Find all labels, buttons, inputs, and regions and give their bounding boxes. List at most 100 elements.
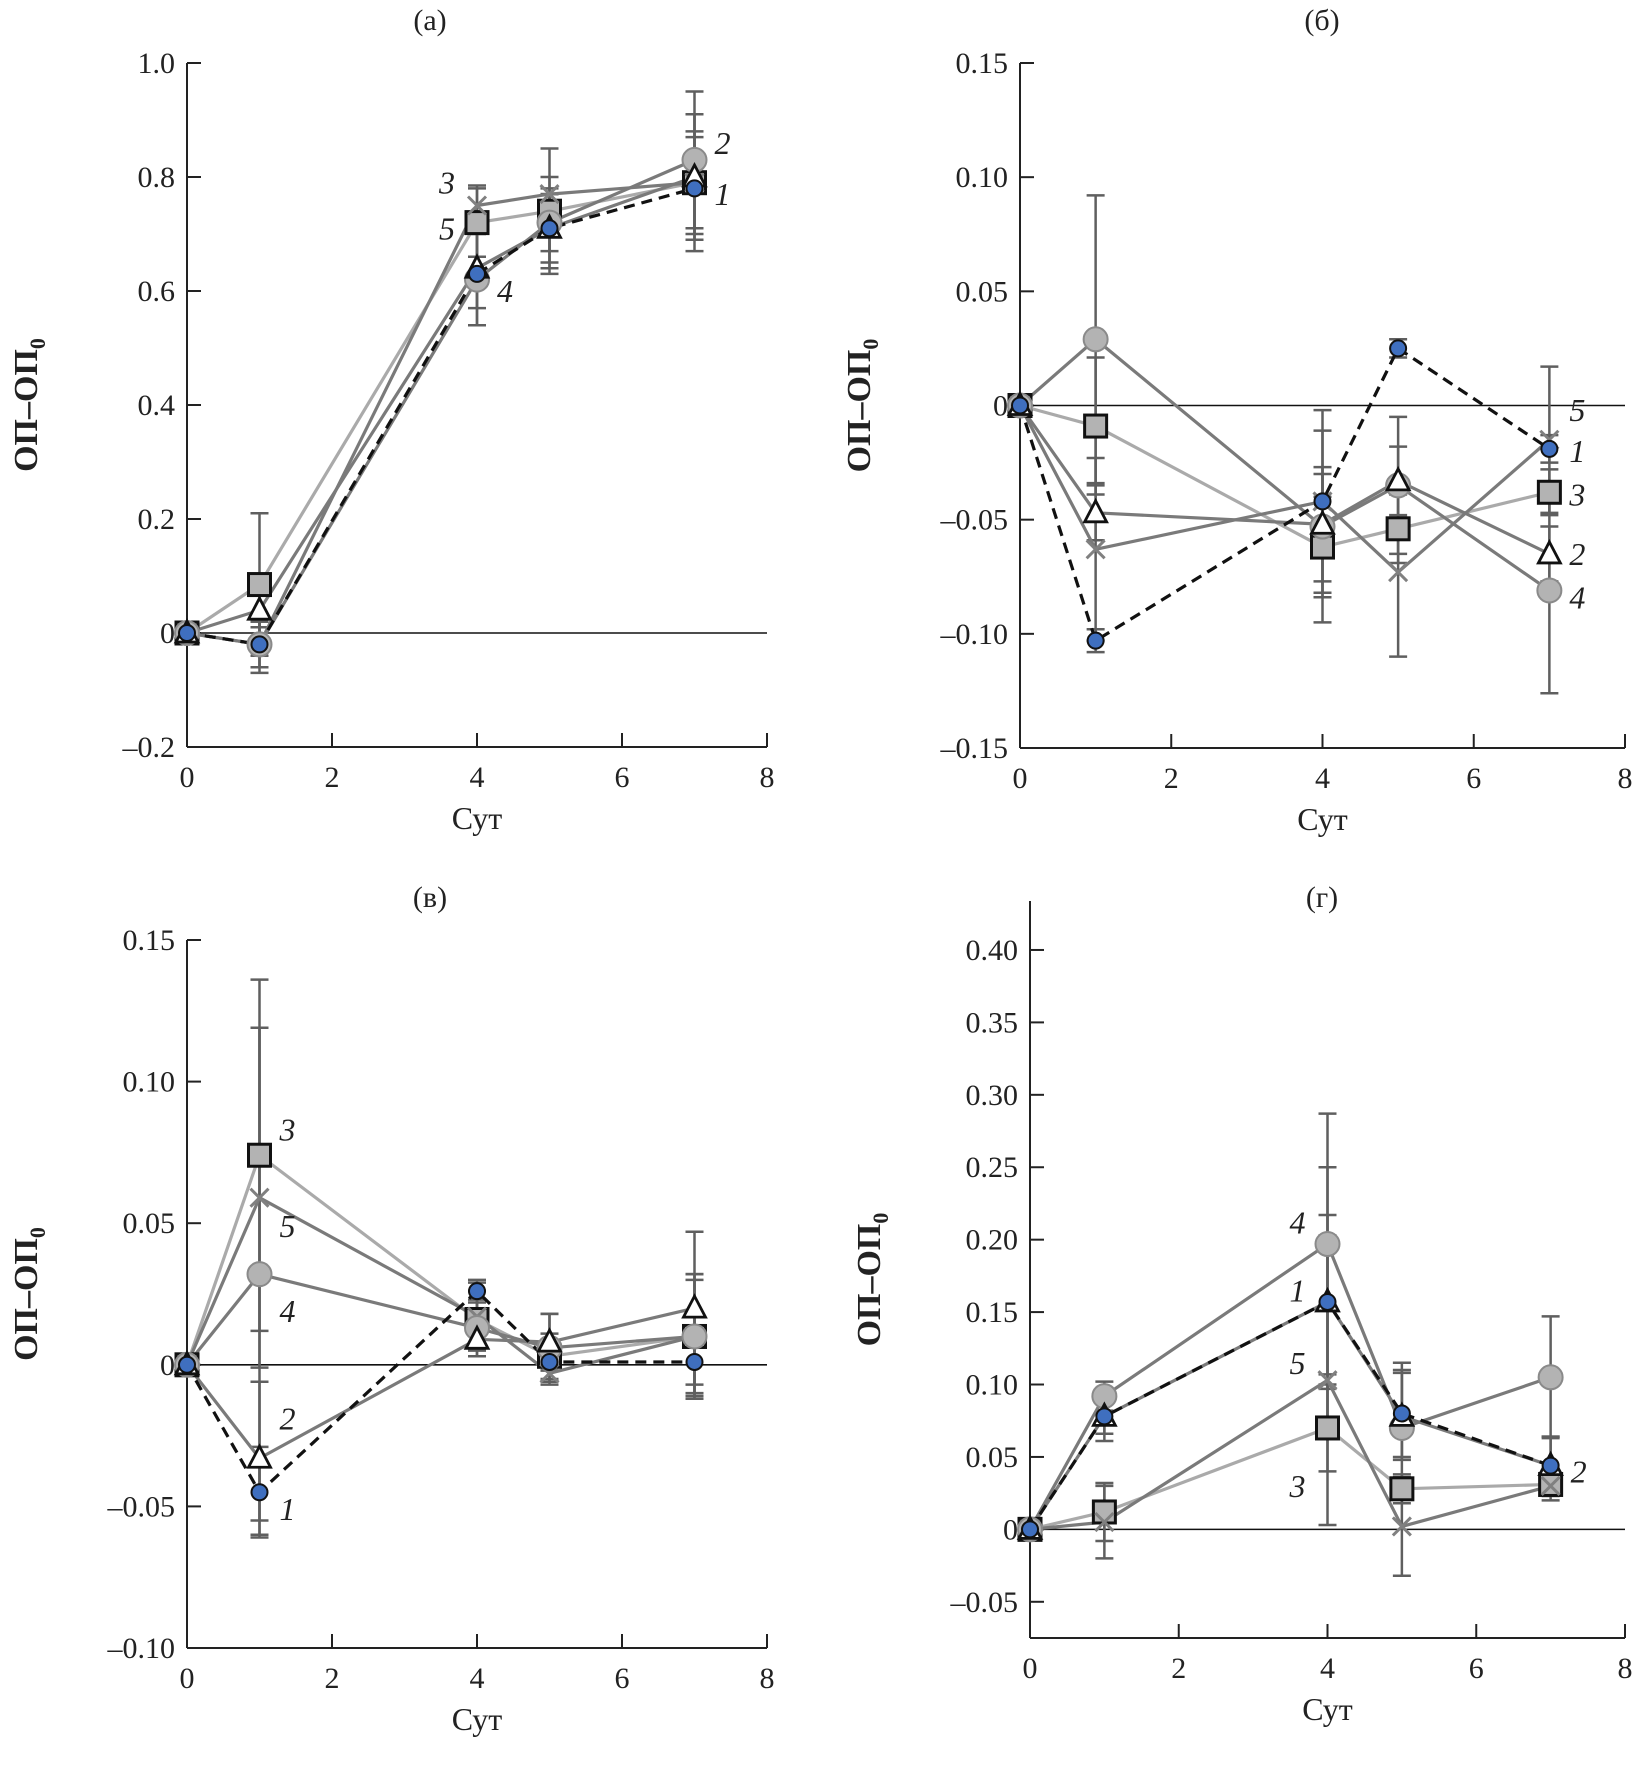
- x-tick-label: 2: [325, 761, 340, 794]
- series-number-label: 5: [1290, 1345, 1306, 1381]
- y-tick-label: 0.10: [123, 1066, 176, 1099]
- y-axis-label-main: ОП–ОП: [841, 350, 878, 473]
- series-number-label: 3: [1289, 1468, 1306, 1504]
- marker-series-1: [540, 1352, 559, 1371]
- marker-series-2: [246, 1443, 273, 1469]
- y-tick-label: 0.10: [956, 161, 1009, 194]
- series-number-label: 1: [280, 1491, 296, 1527]
- series-number-label: 4: [497, 273, 513, 309]
- panel-b: (б) 0 2 4 6 8 –0.15 –0.10 –0.05 0 0.05 0.10 0.15 Сут О…: [841, 4, 1633, 837]
- y-tick-label: 0.8: [138, 161, 176, 194]
- y-tick-label: 1.0: [138, 47, 176, 80]
- x-tick-label: 2: [325, 1662, 340, 1695]
- marker-series-1: [1318, 1292, 1337, 1311]
- x-tick-label: 0: [1023, 1652, 1038, 1685]
- marker-series-5: [249, 1187, 270, 1208]
- y-tick-label: –0.05: [107, 1490, 176, 1523]
- y-tick-label: –0.10: [940, 618, 1009, 651]
- y-tick-label: 0.10: [966, 1369, 1019, 1402]
- marker-series-3: [1536, 479, 1562, 505]
- y-axis-label: ОП–ОП0: [8, 1227, 50, 1361]
- marker-series-1: [250, 1483, 269, 1502]
- series-number-label: 1: [1569, 433, 1585, 469]
- panel-title: (в): [413, 881, 447, 914]
- x-axis-label: Сут: [1297, 801, 1348, 837]
- marker-series-4: [246, 1261, 273, 1288]
- y-axis-label: ОП–ОП0: [851, 1213, 893, 1347]
- y-axis-label-subscript: 0: [858, 339, 883, 350]
- y-axis-label: ОП–ОП0: [8, 338, 50, 472]
- y-tick-label: –0.05: [940, 504, 1009, 537]
- series-line-3: [185, 1153, 695, 1366]
- marker-series-1: [250, 635, 269, 654]
- y-tick-label: –0.2: [122, 731, 176, 764]
- y-tick-label: 0.05: [123, 1207, 176, 1240]
- y-axis-label-main: ОП–ОП: [8, 349, 45, 472]
- marker-series-1: [1011, 396, 1029, 415]
- x-tick-label: 2: [1164, 762, 1179, 795]
- marker-series-4: [1537, 1364, 1564, 1391]
- x-tick-label: 6: [1466, 762, 1481, 795]
- marker-series-1: [685, 179, 704, 198]
- y-tick-label: 0.25: [966, 1151, 1019, 1184]
- marker-series-1: [468, 264, 486, 283]
- marker-series-2: [1309, 509, 1336, 535]
- series-number-label: 5: [280, 1208, 296, 1244]
- marker-series-4: [681, 1323, 708, 1350]
- y-axis-label-subscript: 0: [25, 338, 50, 349]
- y-tick-label: 0: [160, 1349, 175, 1382]
- series-number-label: 1: [1290, 1272, 1306, 1308]
- series-number-label: 4: [280, 1293, 296, 1329]
- marker-series-5: [1094, 1512, 1115, 1533]
- x-tick-label: 6: [615, 1662, 630, 1695]
- x-tick-label: 8: [1618, 762, 1633, 795]
- series-line-3: [186, 181, 695, 635]
- y-tick-label: –0.10: [107, 1632, 176, 1665]
- panel-d: (г)0 2 4 6 8–0.0500.050.100.150.200.250.300.…: [851, 881, 1633, 1727]
- marker-series-5: [1317, 1370, 1338, 1391]
- series-number-label: 4: [1290, 1204, 1306, 1240]
- marker-series-3: [1083, 413, 1109, 439]
- marker-series-1: [468, 1282, 486, 1301]
- marker-series-1: [1540, 439, 1559, 458]
- marker-series-1: [1541, 1456, 1560, 1475]
- x-tick-label: 8: [1618, 1652, 1633, 1685]
- marker-series-5: [1085, 539, 1106, 560]
- y-tick-label: 0.20: [966, 1224, 1019, 1257]
- x-axis-label: Сут: [452, 1701, 503, 1737]
- x-axis-label: Сут: [452, 800, 503, 836]
- y-axis-label: ОП–ОП0: [841, 339, 883, 473]
- x-tick-label: 6: [615, 761, 630, 794]
- marker-series-2: [536, 1327, 563, 1353]
- series-number-label: 1: [715, 176, 731, 212]
- y-axis-label-main: ОП–ОП: [8, 1238, 45, 1361]
- marker-series-1: [1095, 1407, 1114, 1426]
- marker-series-2: [463, 1324, 491, 1350]
- x-tick-label: 4: [1320, 1652, 1335, 1685]
- x-tick-label: 2: [1171, 1652, 1186, 1685]
- x-tick-label: 0: [180, 1662, 195, 1695]
- x-tick-label: 6: [1469, 1652, 1484, 1685]
- marker-series-1: [1086, 631, 1105, 650]
- marker-series-5: [466, 195, 488, 216]
- marker-series-4: [1082, 326, 1109, 353]
- panel-title: (г): [1306, 881, 1338, 914]
- x-tick-label: 4: [470, 1662, 485, 1695]
- x-tick-label: 8: [760, 761, 775, 794]
- marker-series-1: [1389, 339, 1408, 358]
- series-number-label: 2: [715, 125, 731, 161]
- y-tick-label: 0.35: [966, 1006, 1019, 1039]
- marker-series-4: [1536, 577, 1563, 604]
- series-line-4: [185, 1272, 695, 1366]
- y-axis-label-subscript: 0: [868, 1213, 893, 1224]
- x-tick-label: 8: [760, 1662, 775, 1695]
- y-tick-label: 0.15: [966, 1296, 1019, 1329]
- marker-series-3: [1315, 1415, 1340, 1441]
- y-tick-label: 0: [1003, 1513, 1018, 1546]
- marker-series-1: [1313, 492, 1332, 511]
- marker-series-3: [1091, 1499, 1117, 1525]
- marker-series-5: [539, 184, 560, 205]
- series-number-label: 5: [439, 210, 455, 246]
- marker-series-3: [1385, 516, 1411, 542]
- panel-title: (б): [1304, 4, 1339, 37]
